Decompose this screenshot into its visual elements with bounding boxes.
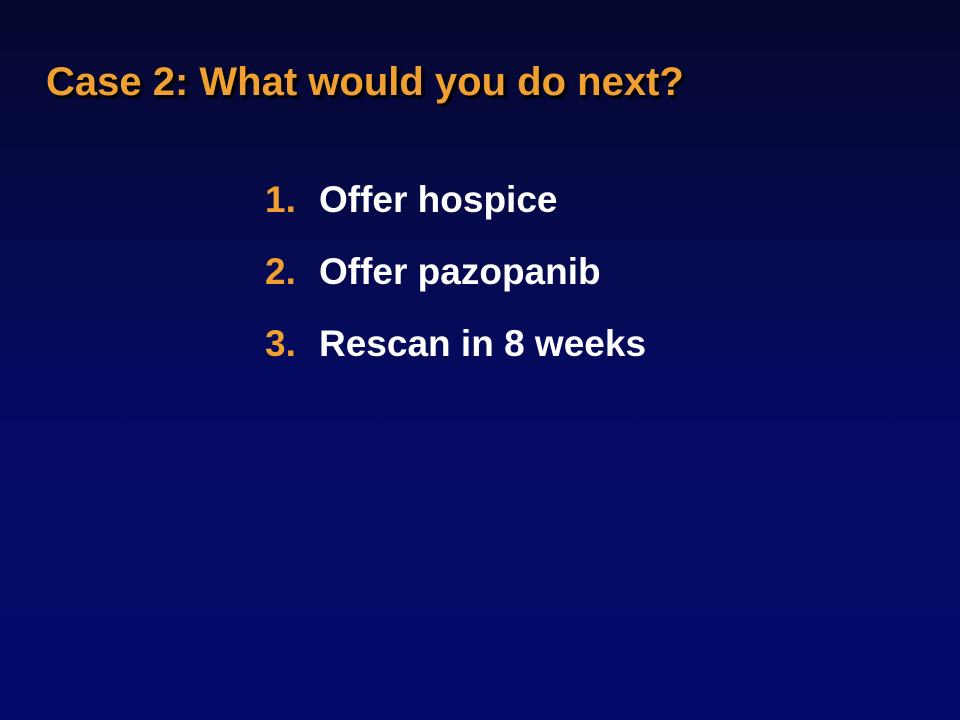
slide-title: Case 2: What would you do next? — [46, 60, 684, 104]
answer-option-number: 3. — [265, 323, 296, 364]
answer-option-text: Rescan in 8 weeks — [319, 323, 647, 364]
answer-option: 1. Offer hospice — [265, 174, 646, 246]
answer-option: 2. Offer pazopanib — [265, 246, 646, 318]
answer-option-number: 1. — [265, 179, 296, 220]
answer-options-list: 1. Offer hospice 2. Offer pazopanib 3. R… — [265, 174, 646, 390]
answer-option: 3. Rescan in 8 weeks — [265, 318, 646, 390]
answer-option-number: 2. — [265, 251, 296, 292]
answer-option-text: Offer hospice — [319, 179, 558, 220]
answer-option-text: Offer pazopanib — [319, 251, 601, 292]
